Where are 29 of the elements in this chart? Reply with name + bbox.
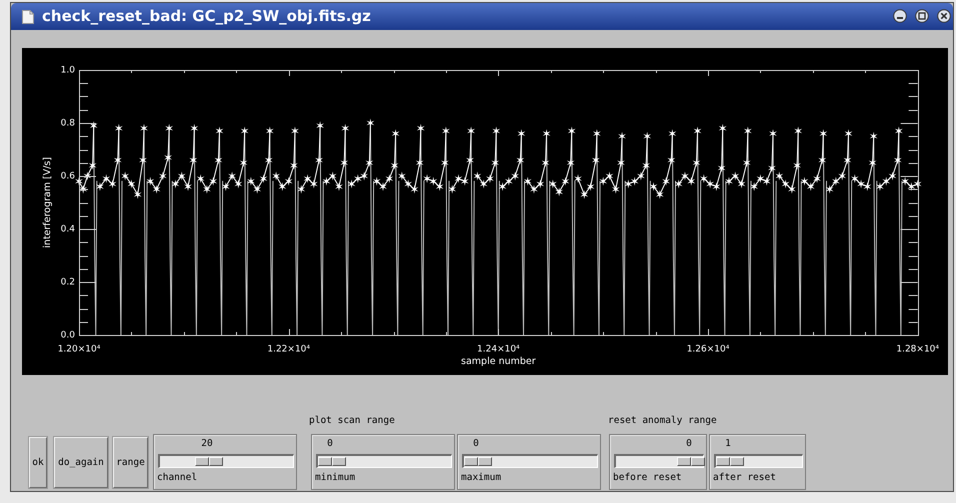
x-tick-label: 1.22×10⁴ (267, 344, 310, 355)
text: maximum (461, 472, 502, 484)
y-tick-label: 0.6 (60, 171, 76, 182)
text: plot scan range (309, 415, 395, 427)
text: 0 (472, 438, 480, 450)
text: 1 (724, 438, 732, 450)
text: 0 (685, 438, 693, 450)
x-tick-label: 1.24×10⁴ (477, 344, 520, 355)
x-axis-title: sample number (461, 356, 536, 367)
x-tick-label: 1.28×10⁴ (896, 344, 940, 355)
text: 20 (200, 438, 214, 450)
y-axis-title: interferogram [V/s] (42, 157, 54, 248)
button: range (113, 437, 148, 488)
button: ok (29, 437, 47, 488)
text: reset anomaly range (608, 415, 717, 427)
y-tick-label: 1.0 (60, 65, 76, 76)
text: after reset (713, 472, 776, 484)
chart-title: check_reset_bad: GC_p2_SW_obj.fits.gz (42, 7, 371, 25)
x-tick-label: 1.20×10⁴ (58, 344, 101, 355)
text: minimum (315, 472, 356, 484)
y-tick-label: 0.4 (60, 224, 76, 234)
y-tick-label: 0.2 (60, 277, 75, 288)
button: do_again (54, 437, 108, 488)
x-tick-label: 1.26×10⁴ (686, 344, 730, 355)
text: before reset (613, 472, 682, 484)
text: 0 (326, 438, 334, 450)
y-tick-label: 0.8 (60, 118, 76, 128)
y-tick-label: 0.0 (60, 330, 76, 340)
text: channel (157, 472, 198, 484)
